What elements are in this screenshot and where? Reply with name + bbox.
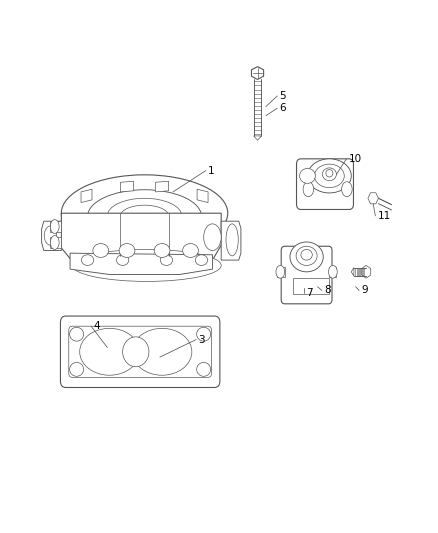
Ellipse shape [307,159,351,193]
Polygon shape [50,221,61,232]
Ellipse shape [93,244,109,257]
Polygon shape [351,268,354,276]
Ellipse shape [226,224,238,256]
Polygon shape [50,237,61,248]
Ellipse shape [120,205,169,227]
Polygon shape [293,278,328,294]
Ellipse shape [72,249,221,281]
Ellipse shape [296,246,317,265]
Ellipse shape [328,265,337,278]
Text: 6: 6 [279,103,286,113]
Ellipse shape [50,236,59,249]
Polygon shape [120,181,134,192]
Ellipse shape [70,327,84,341]
Ellipse shape [314,164,344,188]
Ellipse shape [70,362,84,376]
FancyBboxPatch shape [297,159,353,209]
Ellipse shape [197,362,211,376]
Polygon shape [368,193,378,204]
Ellipse shape [303,182,314,197]
Text: 10: 10 [349,154,362,164]
Ellipse shape [44,226,57,245]
Text: 3: 3 [198,335,205,344]
Polygon shape [251,67,264,79]
Text: 5: 5 [279,91,286,101]
Ellipse shape [342,182,352,197]
Ellipse shape [197,327,211,341]
FancyBboxPatch shape [60,316,220,387]
Polygon shape [70,253,212,274]
Ellipse shape [88,190,201,243]
Ellipse shape [107,198,182,233]
Polygon shape [362,265,371,278]
Ellipse shape [322,168,336,181]
Polygon shape [81,189,92,203]
Polygon shape [277,266,285,277]
Polygon shape [197,189,208,203]
Polygon shape [328,266,336,277]
Text: 11: 11 [378,211,391,221]
Ellipse shape [154,244,170,257]
Ellipse shape [117,255,129,265]
Text: 4: 4 [93,321,100,331]
Ellipse shape [80,328,139,375]
Ellipse shape [132,328,192,375]
Ellipse shape [300,168,315,183]
Ellipse shape [160,255,173,265]
Text: 9: 9 [361,286,368,295]
Ellipse shape [50,220,59,233]
Polygon shape [61,213,221,271]
Ellipse shape [276,265,285,278]
Ellipse shape [123,337,149,367]
Ellipse shape [290,242,323,272]
Ellipse shape [61,175,228,252]
Ellipse shape [183,244,198,257]
Polygon shape [155,181,169,192]
Ellipse shape [81,255,94,265]
Ellipse shape [195,255,208,265]
Polygon shape [221,221,241,260]
FancyBboxPatch shape [281,246,332,304]
Text: 1: 1 [208,166,215,175]
Ellipse shape [326,169,333,177]
Ellipse shape [119,244,135,257]
Ellipse shape [204,224,221,251]
Ellipse shape [301,249,312,260]
Text: 7: 7 [307,288,313,298]
Text: 8: 8 [324,286,331,295]
Polygon shape [254,136,261,140]
Polygon shape [42,221,61,251]
